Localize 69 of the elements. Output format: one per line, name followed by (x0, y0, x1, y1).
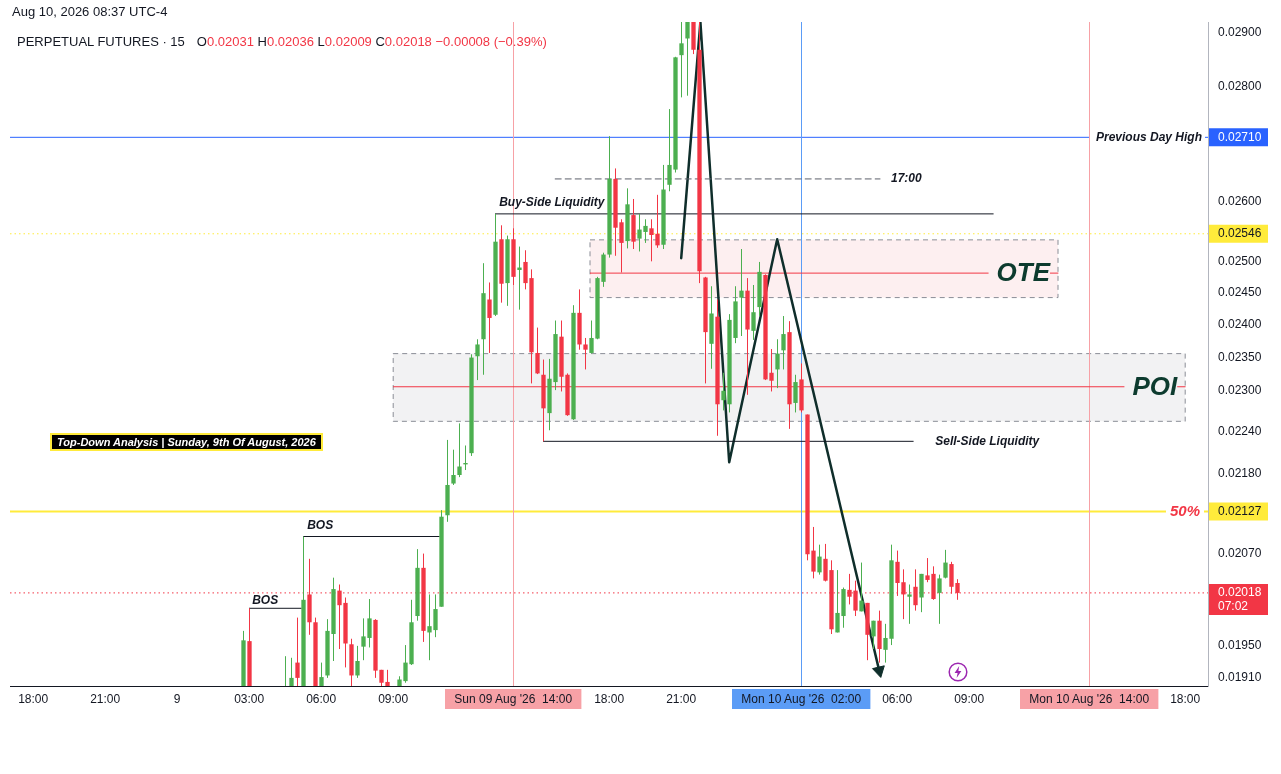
y-tick-label: 0.02710 (1218, 129, 1262, 144)
y-tick-label: 0.02180 (1218, 465, 1262, 480)
y-tick-label: 0.01910 (1218, 670, 1262, 685)
text: O0.02031 H0.02036 L0.02009 C0.02018 −0.00008 (−0.39%) (196, 34, 547, 49)
candlestick (355, 645, 360, 679)
y-tick-label: 0.02600 (1218, 193, 1262, 208)
x-tick-label: 21:00 (666, 691, 697, 706)
series-label: POI (1132, 370, 1178, 401)
ref-line-label: Mon 10 Aug '26 14:00 (1029, 691, 1150, 706)
y-tick-label: 0.02450 (1218, 285, 1262, 300)
candlestick (859, 562, 864, 612)
candlestick (685, 22, 690, 97)
candlestick (451, 449, 456, 486)
ref-line-label: Previous Day High (1095, 129, 1202, 144)
x-tick-label: 21:00 (90, 691, 121, 706)
candlestick (583, 337, 588, 370)
candlestick (781, 315, 786, 370)
candlestick (289, 657, 294, 686)
y-tick-label: 0.02127 (1218, 503, 1262, 518)
candlestick (793, 374, 798, 413)
text: PERPETUAL FUTURES · 15 (17, 34, 185, 49)
candlestick (817, 544, 822, 576)
candlestick (679, 22, 684, 98)
candlestick (751, 284, 756, 341)
annotation: BOS (252, 592, 279, 607)
annotation: Sell-Side Liquidity (935, 433, 1041, 448)
x-tick-label: 06:00 (882, 691, 913, 706)
x-tick-label: 18:00 (18, 691, 49, 706)
ref-line-label: 07:02 (1218, 599, 1249, 614)
ref-line-label: Sun 09 Aug '26 14:00 (454, 691, 573, 706)
x-tick-label: 09:00 (378, 691, 409, 706)
candlestick (295, 617, 300, 686)
x-tick-label: 03:00 (234, 691, 265, 706)
y-tick-label: 0.02350 (1218, 349, 1262, 364)
y-tick-label: 0.02800 (1218, 79, 1262, 94)
x-tick-label: 18:00 (594, 691, 625, 706)
x-tick-label: 09:00 (954, 691, 985, 706)
y-tick-label: 0.02240 (1218, 423, 1262, 438)
candlestick (457, 422, 462, 478)
x-tick-label: 18:00 (1170, 691, 1201, 706)
candlestick (943, 549, 948, 579)
candlestick (907, 584, 912, 625)
candlestick (871, 620, 876, 650)
text: Aug 10, 2026 08:37 UTC-4 (12, 4, 168, 19)
x-tick-label: 9 (173, 691, 181, 706)
candlestick (535, 327, 540, 375)
candlestick (487, 281, 492, 354)
y-tick-label: 0.02400 (1218, 317, 1262, 332)
ref-line-label: Mon 10 Aug '26 02:00 (741, 691, 862, 706)
annotation: 50% (1169, 501, 1200, 519)
candlestick (475, 338, 480, 381)
candlestick (919, 573, 924, 613)
candlestick (517, 246, 522, 311)
x-tick-label: 06:00 (306, 691, 337, 706)
series-label: OTE (996, 257, 1051, 288)
candlestick (937, 574, 942, 625)
annotation: BOS (307, 517, 334, 532)
candlestick (775, 338, 780, 389)
annotation: Buy-Side Liquidity (499, 195, 606, 210)
candlestick (739, 248, 744, 337)
y-tick-label: 0.02300 (1218, 383, 1262, 398)
y-tick-label: 0.02070 (1218, 545, 1262, 560)
y-tick-label: 0.02900 (1218, 24, 1262, 39)
annotation: 17:00 (891, 171, 923, 186)
y-tick-label: 0.02018 (1218, 585, 1262, 600)
annotation: Top-Down Analysis | Sunday, 9th Of August, 2026 (50, 433, 323, 451)
y-tick-label: 0.01950 (1218, 638, 1262, 653)
y-tick-label: 0.02500 (1218, 254, 1262, 269)
y-tick-label: 0.02546 (1218, 226, 1262, 241)
